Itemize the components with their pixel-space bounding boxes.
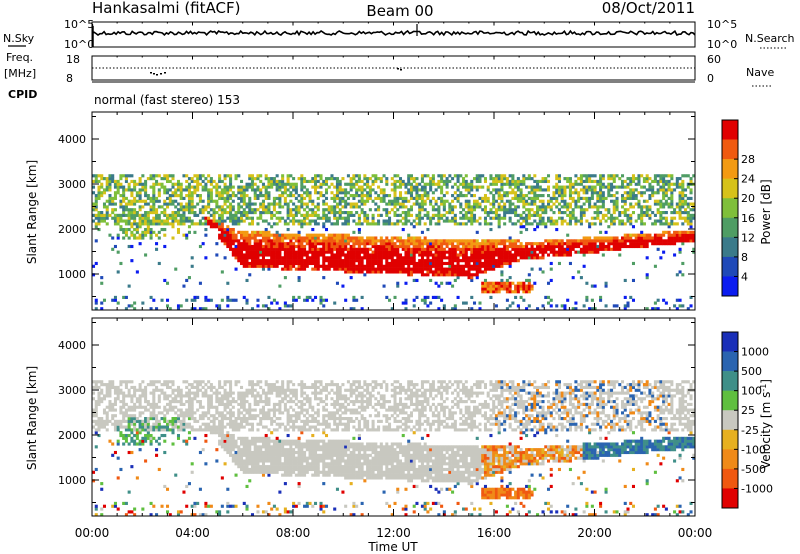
xtick-label: 08:00 [276, 526, 311, 540]
station-title: Hankasalmi (fitACF) [92, 0, 240, 17]
colorbar-tick: 25 [741, 404, 755, 417]
ytick-label: 4000 [58, 339, 86, 352]
colorbar-tick: -25 [741, 424, 759, 437]
velocity-heatmap [92, 380, 696, 517]
noise-tick-left-bottom: 10^0 [64, 38, 94, 51]
power-colorbar: 4 8 12 16 20 24 28 [721, 119, 755, 297]
colorbar-tick: 28 [741, 153, 755, 166]
colorbar-tick: 12 [741, 231, 755, 244]
power-colorbar-label: Power [dB] [759, 179, 773, 244]
date-title: 08/Oct/2011 [602, 0, 695, 17]
colorbar-tick: -1000 [741, 482, 773, 495]
colorbar-swatch [722, 449, 738, 470]
colorbar-swatch [722, 217, 738, 238]
freq-label-1: Freq. [6, 51, 33, 64]
ytick-label: 1000 [58, 268, 86, 281]
ytick-label: 3000 [58, 178, 86, 191]
noise-sky-label: N.Sky [3, 32, 35, 45]
ytick-label: 2000 [58, 223, 86, 236]
cpid-text: normal (fast stereo) 153 [94, 93, 240, 107]
colorbar-swatch [722, 390, 738, 411]
beam-title: Beam 00 [366, 2, 433, 20]
freq-tick-left-bottom: 8 [66, 72, 73, 85]
xtick-label: 00:00 [75, 526, 110, 540]
freq-tick-left-top: 18 [66, 53, 80, 66]
colorbar-swatch [722, 410, 738, 431]
noise-tick-right-top: 10^5 [707, 18, 737, 31]
velocity-colorbar-label: Velocity [m s-1] [759, 379, 774, 469]
colorbar-tick: 24 [741, 173, 755, 186]
colorbar-tick: -500 [741, 463, 766, 476]
colorbar-tick: 100 [741, 385, 762, 398]
colorbar-tick: -100 [741, 443, 766, 456]
ytick-label: 3000 [58, 384, 86, 397]
colorbar-tick: 4 [741, 270, 748, 283]
noise-search-label: N.Search [745, 32, 795, 45]
xtick-label: 12:00 [376, 526, 411, 540]
time-xlabel: Time UT [367, 540, 418, 554]
ytick-label: 4000 [58, 133, 86, 146]
colorbar-tick: 20 [741, 192, 755, 205]
ytick-label: 1000 [58, 474, 86, 487]
noise-sky-line [91, 24, 696, 47]
colorbar-tick: 16 [741, 212, 755, 225]
colorbar-swatch [722, 351, 738, 372]
velocity-colorbar: 1000 500 100 25 -25 -100 -500 -1000 [721, 331, 773, 509]
velocity-ylabel: Slant Range [km] [25, 366, 39, 470]
freq-tick-right-top: 60 [707, 53, 721, 66]
colorbar-swatch [722, 256, 738, 277]
noise-tick-right-bottom: 10^0 [707, 38, 737, 51]
colorbar-swatch [722, 159, 738, 179]
colorbar-tick: 500 [741, 365, 762, 378]
time-xticks: 00:00 04:00 08:00 12:00 16:00 20:00 00:00 [75, 22, 713, 540]
colorbar-swatch [722, 120, 738, 140]
ytick-label: 2000 [58, 429, 86, 442]
colorbar-swatch [722, 488, 738, 509]
colorbar-swatch [722, 429, 738, 450]
colorbar-swatch [722, 468, 738, 489]
xtick-label: 04:00 [175, 526, 210, 540]
noise-tick-left-top: 10^5 [64, 18, 94, 31]
velocity-yticks: 1000 2000 3000 4000 [58, 322, 695, 503]
power-yticks: 1000 2000 3000 4000 [58, 116, 695, 297]
freq-tick-right-bottom: 0 [707, 72, 714, 85]
colorbar-swatch [722, 198, 738, 219]
nave-label: Nave [746, 66, 774, 79]
freq-label-2: [MHz] [4, 67, 36, 80]
power-heatmap [92, 174, 696, 311]
colorbar-swatch [722, 178, 738, 199]
colorbar-swatch [722, 276, 738, 297]
freq-line [150, 68, 402, 76]
xtick-label: 20:00 [577, 526, 612, 540]
xtick-label: 00:00 [678, 526, 713, 540]
colorbar-tick: 1000 [741, 346, 769, 359]
colorbar-swatch [722, 332, 738, 352]
cpid-label: CPID [8, 88, 37, 101]
colorbar-swatch [722, 237, 738, 258]
colorbar-swatch [722, 139, 738, 160]
colorbar-swatch [722, 371, 738, 391]
xtick-label: 16:00 [477, 526, 512, 540]
colorbar-tick: 8 [741, 251, 748, 264]
power-ylabel: Slant Range [km] [25, 160, 39, 264]
